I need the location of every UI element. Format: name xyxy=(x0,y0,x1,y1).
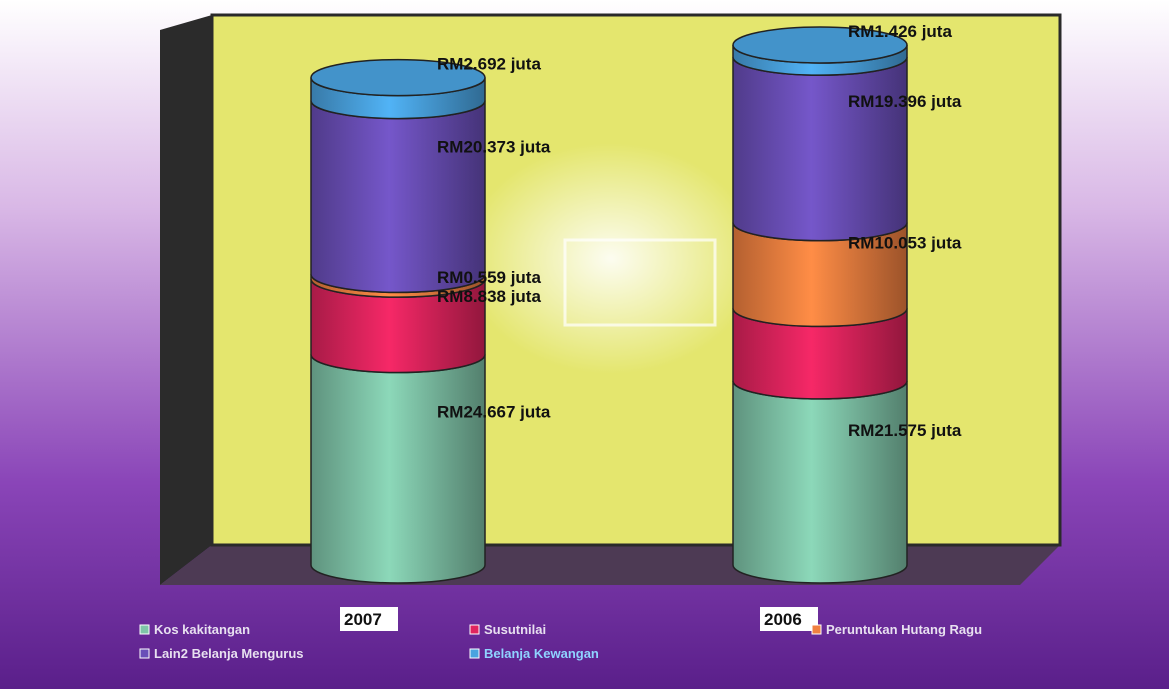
legend-swatch-kos-kakitangan xyxy=(139,624,150,635)
category-label-2007: 2007 xyxy=(344,610,382,629)
category-label-2006: 2006 xyxy=(764,610,802,629)
glow-frame xyxy=(563,238,717,327)
data-label-2007-lain2-belanja-mengurus: RM20.373 juta xyxy=(437,138,551,157)
data-label-2007-susutnilai: RM8.838 juta xyxy=(437,287,541,306)
year-label-box-2007 xyxy=(340,607,398,631)
legend-label-kos-kakitangan: Kos kakitangan xyxy=(154,622,250,637)
legend-swatch-susutnilai xyxy=(469,624,480,635)
chart-floor xyxy=(160,545,1060,585)
bar-2006-lain2-belanja-mengurus xyxy=(732,57,908,242)
legend-label-belanja-kewangan: Belanja Kewangan xyxy=(484,646,599,661)
bar-2007-kos-kakitangan xyxy=(310,354,486,584)
bar-2007-lain2-belanja-mengurus xyxy=(310,100,486,294)
legend-label-peruntukan-hutang-ragu: Peruntukan Hutang Ragu xyxy=(826,622,982,637)
legend-label-susutnilai: Susutnilai xyxy=(484,622,546,637)
data-label-2007-belanja-kewangan: RM2.692 juta xyxy=(437,55,541,74)
data-label-2006-lain2-belanja-mengurus: RM19.396 juta xyxy=(848,92,962,111)
bar-2007-top-cap xyxy=(310,58,486,97)
legend-label-lain2-belanja-mengurus: Lain2 Belanja Mengurus xyxy=(154,646,304,661)
data-label-2006-kos-kakitangan: RM21.575 juta xyxy=(848,421,962,440)
data-label-2007-kos-kakitangan: RM24.667 juta xyxy=(437,403,551,422)
data-label-2007-peruntukan-hutang-ragu: RM0.559 juta xyxy=(437,268,541,287)
bar-2006-top-cap xyxy=(732,26,908,64)
year-label-box-2006 xyxy=(760,607,818,631)
chart-left-wall xyxy=(160,15,212,585)
bar-2006-kos-kakitangan xyxy=(732,380,908,584)
data-label-2006-peruntukan-hutang-ragu: RM10.053 juta xyxy=(848,233,962,252)
legend-swatch-belanja-kewangan xyxy=(469,648,480,659)
legend-swatch-peruntukan-hutang-ragu xyxy=(811,624,822,635)
legend-swatch-lain2-belanja-mengurus xyxy=(139,648,150,659)
data-label-2006-belanja-kewangan: RM1.426 juta xyxy=(848,22,952,41)
